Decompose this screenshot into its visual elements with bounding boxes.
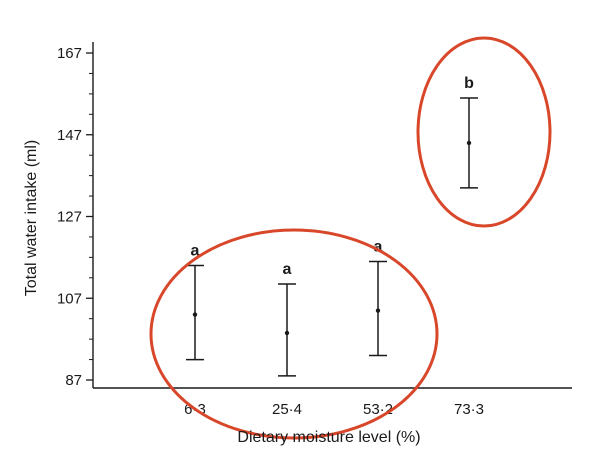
x-tick-label: 53·2 [363, 401, 393, 418]
mean-point [284, 330, 290, 336]
mean-point [192, 312, 198, 317]
data-points: a a a b [186, 75, 478, 377]
mean-point [375, 308, 381, 313]
y-axis-title: Total water intake (ml) [23, 140, 40, 297]
x-tick-label: 25·4 [272, 401, 302, 418]
significance-letter: a [374, 238, 383, 255]
highlight-ellipse-low [149, 228, 439, 440]
x-axis-title: Dietary moisture level (%) [237, 429, 420, 446]
significance-letter: a [191, 243, 200, 260]
significance-letter: a [283, 261, 292, 278]
highlight-ellipses [149, 36, 552, 440]
y-tick-label: 167 [57, 45, 82, 62]
significance-letter: b [464, 75, 474, 92]
y-tick-label: 147 [57, 127, 82, 144]
y-tick-label: 127 [57, 209, 82, 226]
y-tick-label: 107 [57, 290, 82, 307]
mean-point [466, 140, 472, 146]
x-tick-label: 73·3 [454, 401, 484, 418]
highlight-ellipse-high [416, 36, 552, 228]
y-tick-label: 87 [65, 372, 82, 389]
